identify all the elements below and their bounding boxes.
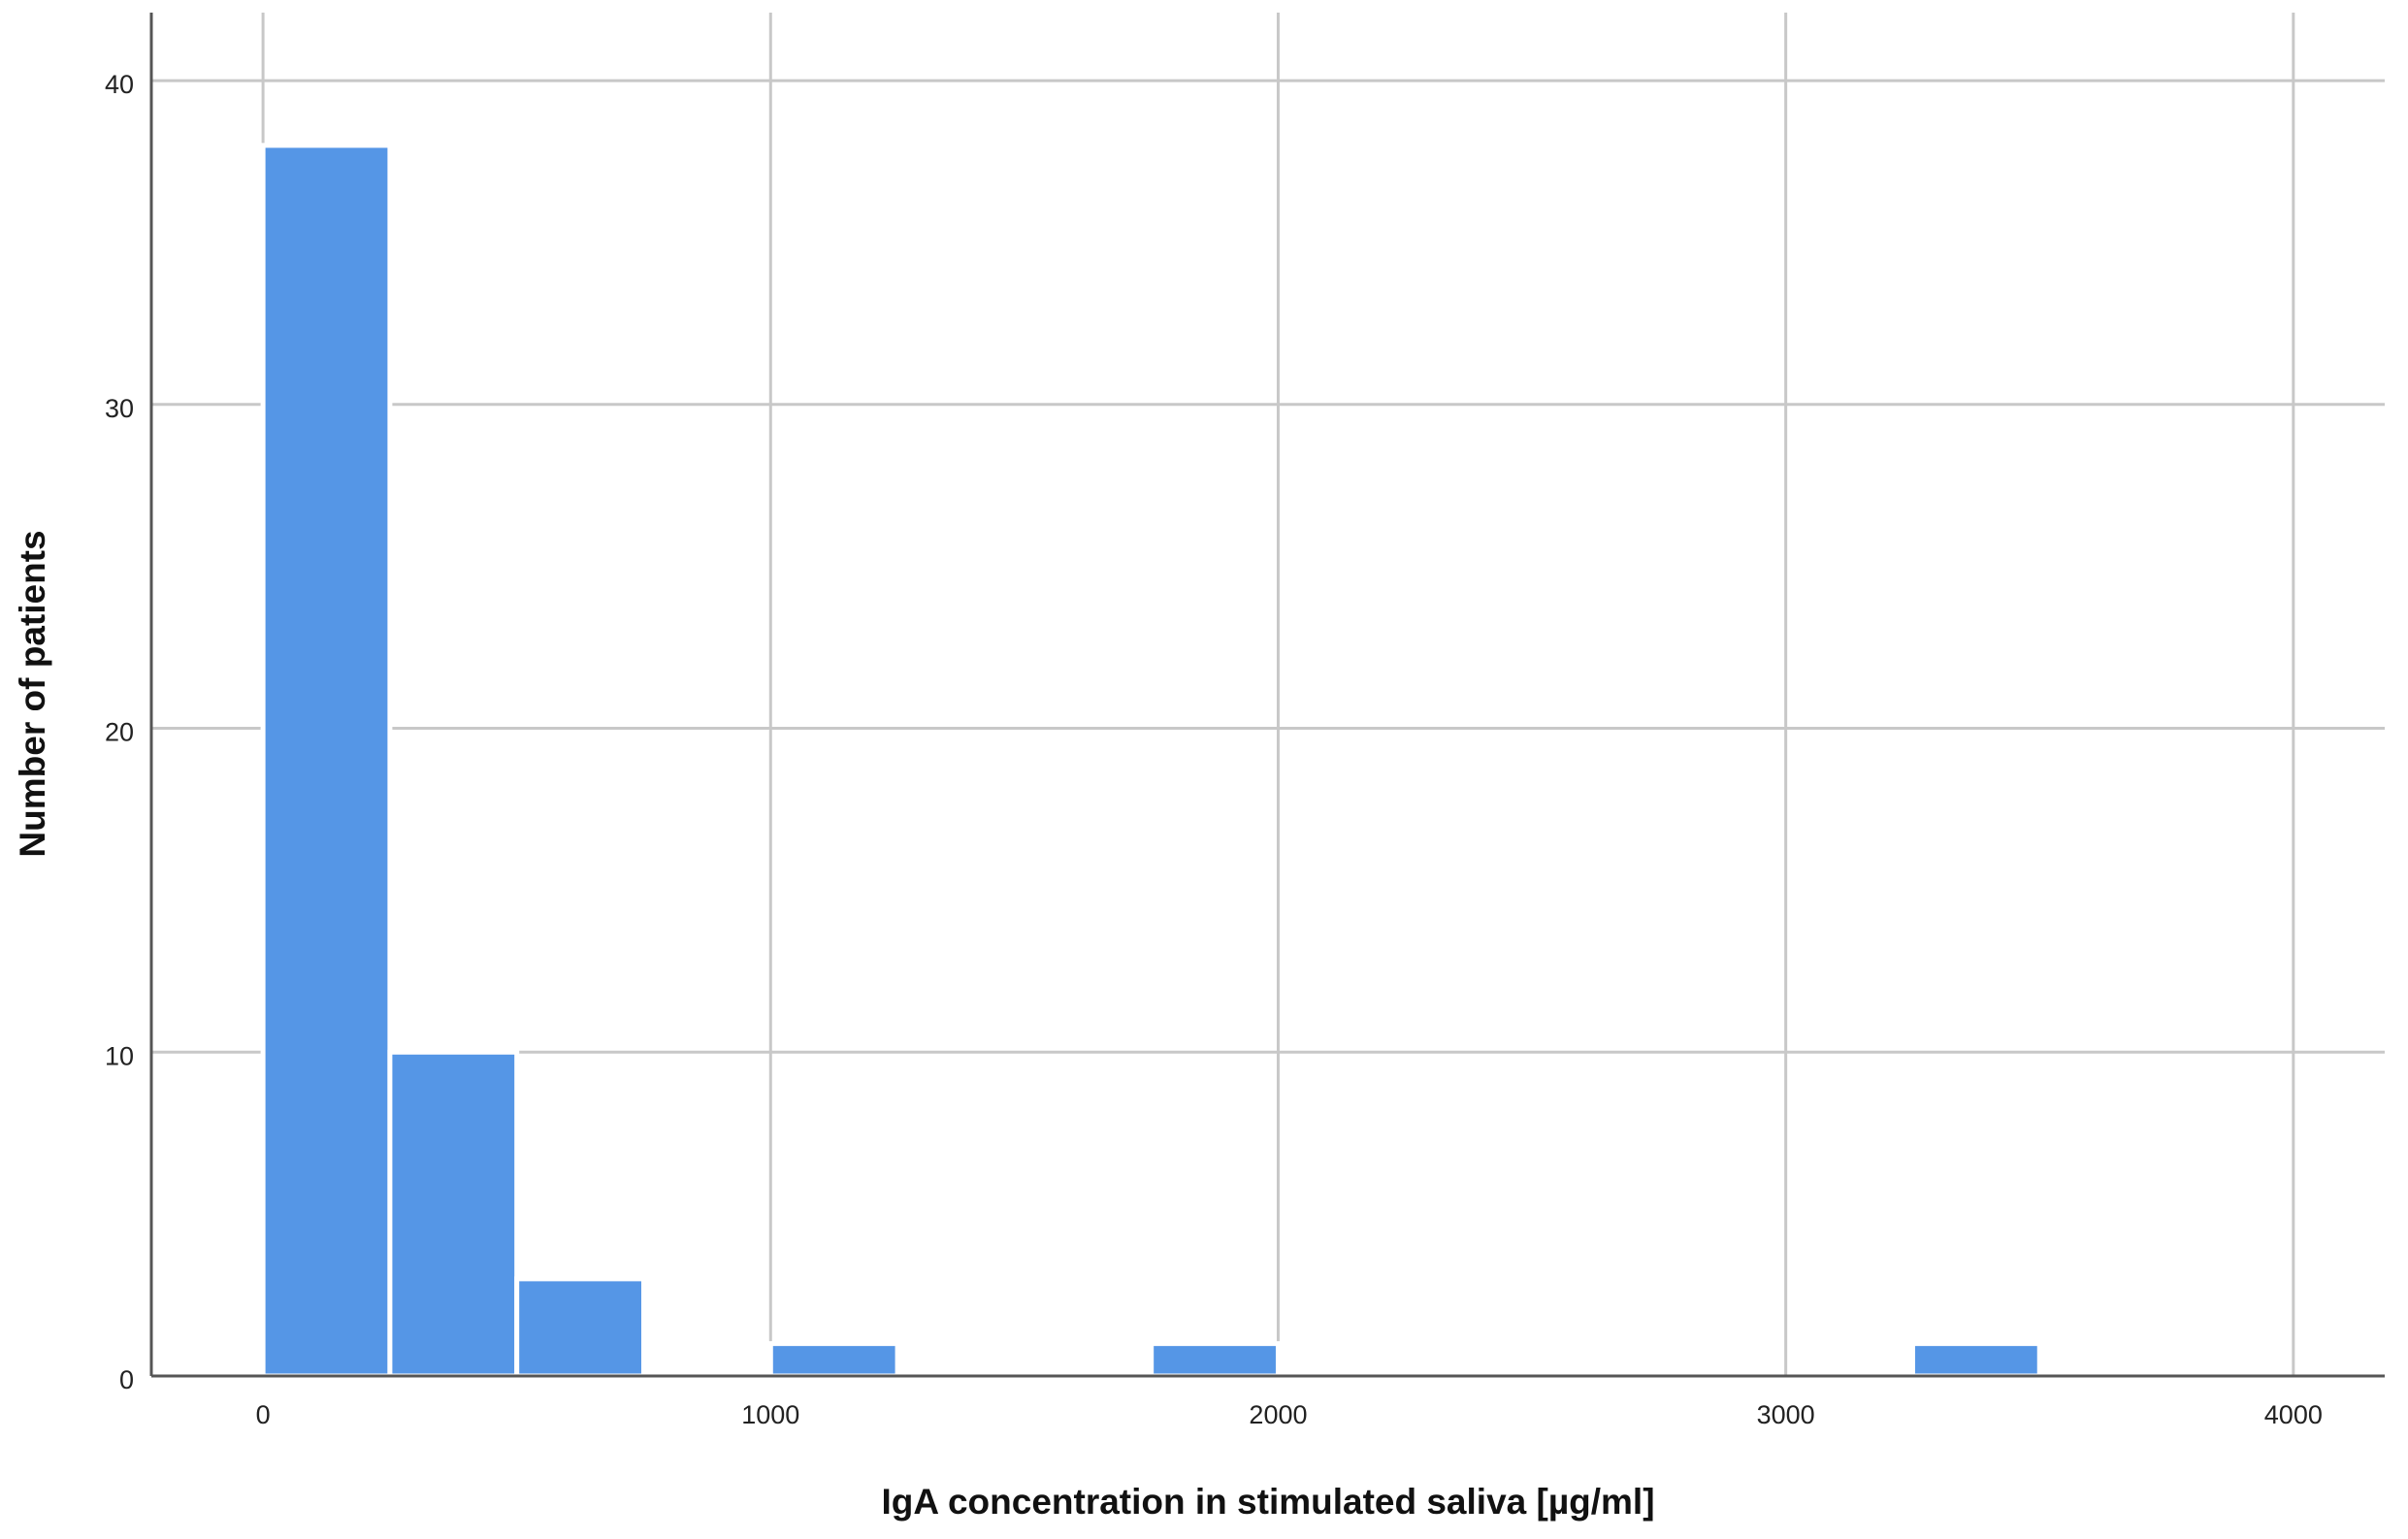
x-tick-label: 4000 <box>2264 1400 2323 1429</box>
y-tick-label: 10 <box>105 1041 134 1070</box>
bar <box>387 1049 520 1379</box>
y-tick-label: 30 <box>105 394 134 423</box>
y-axis-title: Number of patients <box>13 530 52 857</box>
bar <box>514 1276 646 1379</box>
y-tick-label: 0 <box>119 1365 134 1394</box>
x-tick-label: 3000 <box>1757 1400 1815 1429</box>
bar <box>1909 1341 2042 1379</box>
bar <box>260 143 393 1379</box>
x-tick-label: 0 <box>256 1400 271 1429</box>
x-tick-label: 1000 <box>741 1400 799 1429</box>
x-axis-title: IgA concentration in stimulated saliva [… <box>881 1482 1654 1522</box>
bar <box>767 1341 900 1379</box>
x-tick-label: 2000 <box>1249 1400 1307 1429</box>
y-tick-label: 20 <box>105 718 134 747</box>
y-tick-label: 40 <box>105 70 134 99</box>
bar <box>1149 1341 1281 1379</box>
